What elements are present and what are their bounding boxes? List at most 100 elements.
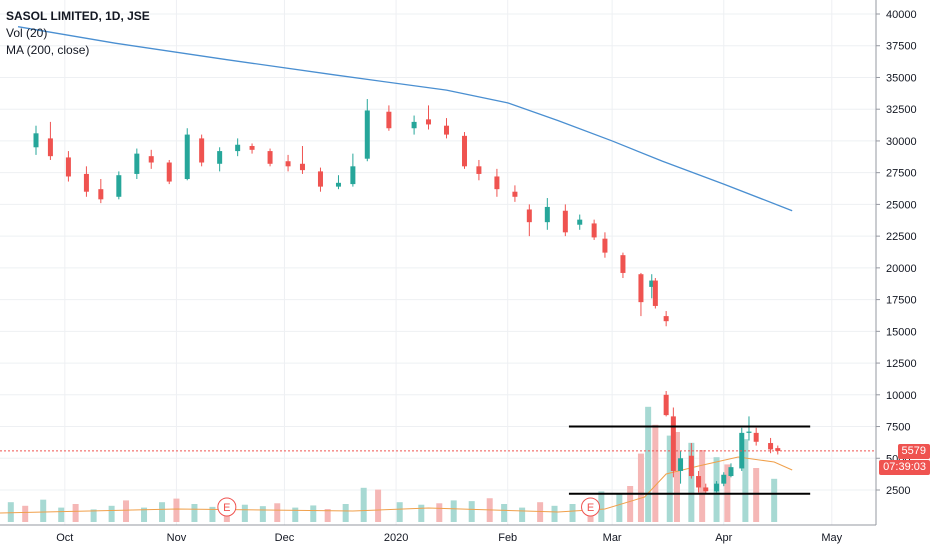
candle-body	[620, 255, 626, 273]
ma200-line	[17, 26, 793, 212]
volume-bar	[551, 505, 558, 522]
candle-lower-body	[696, 476, 702, 488]
candle-lower-body	[768, 443, 774, 450]
candle-body	[285, 161, 291, 167]
volume-bar	[292, 507, 299, 522]
y-tick-label: 17500	[886, 295, 917, 307]
volume-bar	[537, 502, 544, 522]
volume-bar	[436, 503, 443, 522]
last-price-badge: 5579	[897, 443, 930, 459]
volume-bar	[108, 505, 115, 522]
candle-body	[235, 144, 241, 152]
volume-bar	[90, 509, 97, 522]
volume-bar	[666, 435, 673, 522]
y-tick-label: 22500	[886, 231, 917, 243]
candle-body	[512, 191, 518, 197]
candle-body	[494, 176, 500, 190]
earnings-marker	[217, 497, 237, 517]
volume-bar	[310, 505, 317, 522]
volume-bar	[274, 503, 281, 522]
candle-lower-body	[721, 474, 727, 484]
candle-body	[335, 182, 341, 187]
volume-bar	[598, 491, 605, 522]
x-tick-label: Nov	[167, 532, 187, 544]
earnings-marker-label: E	[587, 502, 594, 514]
candle-lower-body	[688, 455, 694, 477]
volume-bar	[627, 486, 634, 522]
y-tick-label: 27500	[886, 168, 917, 180]
candle-body	[652, 280, 658, 306]
legend-title[interactable]: SASOL LIMITED, 1D, JSE	[6, 9, 150, 23]
volume-bar	[468, 501, 475, 522]
volume-bar	[501, 504, 508, 522]
volume-bar	[616, 493, 623, 522]
candle-lower-body	[775, 448, 781, 451]
volume-bar	[191, 504, 198, 522]
volume-bar	[450, 500, 457, 522]
candle-body	[425, 119, 431, 125]
candle-body	[267, 151, 273, 164]
candle-body	[98, 189, 104, 200]
volume-bar	[58, 507, 65, 522]
candle-body	[602, 238, 608, 253]
candle-body	[364, 110, 370, 159]
y-tick-label: 32500	[886, 104, 917, 116]
legend-volume[interactable]: Vol (20)	[6, 26, 48, 40]
volume-bar	[652, 424, 659, 522]
candle-body	[47, 138, 53, 157]
earnings-marker	[581, 497, 601, 517]
candle-body	[184, 134, 190, 180]
y-tick-label: 20000	[886, 263, 917, 275]
candle-body	[134, 153, 140, 174]
y-tick-label: 10000	[886, 390, 917, 402]
candle-body	[166, 162, 172, 182]
candle-lower-body	[670, 416, 676, 471]
volume-bar	[418, 504, 425, 522]
candle-body	[217, 151, 223, 164]
y-tick-label: 7500	[886, 422, 910, 434]
volume-bar	[753, 468, 760, 522]
y-tick-label: 15000	[886, 326, 917, 338]
candle-lower-body	[714, 483, 720, 492]
volume-bar	[360, 487, 367, 522]
y-tick-label: 30000	[886, 136, 917, 148]
y-tick-label: 25000	[886, 199, 917, 211]
x-tick-label: Feb	[498, 532, 517, 544]
legend-ma[interactable]: MA (200, close)	[6, 43, 90, 57]
volume-bar	[742, 439, 749, 522]
y-tick-label: 35000	[886, 72, 917, 84]
candle-lower-body	[703, 487, 709, 492]
candle-lower-body	[678, 458, 684, 471]
candle-body	[638, 274, 644, 303]
candle-lower-body	[753, 432, 759, 442]
candle-body	[350, 166, 356, 185]
candle-body	[83, 173, 89, 192]
candle-body	[591, 223, 597, 238]
x-tick-label: 2020	[384, 532, 408, 544]
candle-body	[462, 135, 468, 167]
y-tick-label: 12500	[886, 358, 917, 370]
volume-bar	[324, 509, 331, 522]
volume-bar	[173, 498, 180, 522]
candle-body	[444, 125, 450, 135]
volume-bar	[22, 505, 29, 522]
volume-bar	[72, 504, 79, 522]
volume-bar	[688, 442, 695, 522]
candle-body	[116, 175, 122, 197]
candle-body	[544, 206, 550, 223]
volume-bar	[771, 478, 778, 522]
candle-lower-body	[663, 394, 669, 416]
volume-bar	[375, 489, 382, 522]
x-tick-label: May	[821, 532, 842, 544]
volume-bar	[123, 500, 130, 522]
candle-body	[386, 111, 392, 129]
candle-body	[663, 316, 669, 322]
candle-body	[317, 171, 323, 187]
volume-bar	[342, 504, 349, 522]
countdown-badge: 07:39:03	[879, 459, 930, 475]
candle-body	[65, 157, 71, 177]
candle-body	[199, 138, 205, 163]
candle-lower-body	[746, 431, 752, 433]
